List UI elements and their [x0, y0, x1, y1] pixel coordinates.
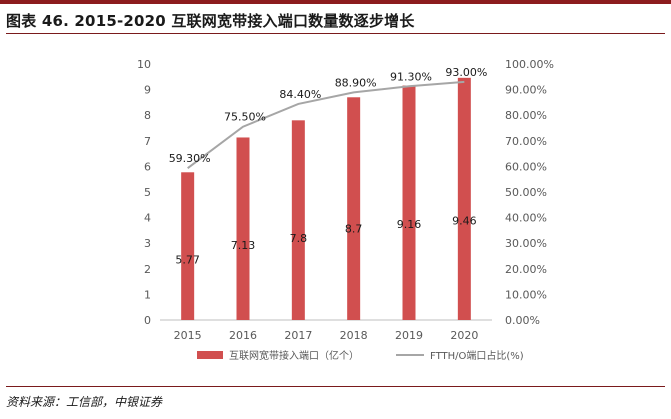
- bar-value-label: 8.7: [345, 223, 363, 236]
- right-tick-label: 0.00%: [505, 314, 540, 327]
- left-tick-label: 5: [144, 186, 151, 199]
- x-tick-label: 2015: [174, 329, 202, 342]
- line-value-label: 59.30%: [169, 152, 211, 165]
- left-tick-label: 6: [144, 160, 151, 173]
- bar-2018: [347, 97, 361, 320]
- left-tick-label: 7: [144, 135, 151, 148]
- right-tick-label: 40.00%: [505, 212, 547, 225]
- x-axis-ticks: 2015 2016 2017 2018 2019 2020: [174, 329, 479, 342]
- figure-title: 图表 46. 2015-2020 互联网宽带接入端口数量数逐步增长: [6, 12, 415, 30]
- left-tick-label: 10: [137, 58, 151, 71]
- left-axis-ticks: 0 1 2 3 4 5 6 7 8 9 10: [137, 58, 151, 327]
- top-rule: [0, 0, 671, 4]
- legend-line-label: FTTH/O端口占比(%): [430, 349, 524, 362]
- x-tick-label: 2019: [395, 329, 423, 342]
- left-tick-label: 3: [144, 237, 151, 250]
- right-tick-label: 30.00%: [505, 237, 547, 250]
- line-value-label: 84.40%: [279, 88, 321, 101]
- x-tick-label: 2017: [284, 329, 312, 342]
- legend-bar-label: 互联网宽带接入端口（亿个）: [229, 349, 359, 362]
- right-tick-label: 60.00%: [505, 160, 547, 173]
- x-tick-label: 2016: [229, 329, 257, 342]
- bar-value-label: 7.8: [290, 232, 308, 245]
- left-tick-label: 1: [144, 288, 151, 301]
- line-value-label: 91.30%: [390, 70, 432, 83]
- left-tick-label: 8: [144, 109, 151, 122]
- x-tick-label: 2020: [450, 329, 478, 342]
- title-rule: [6, 33, 665, 34]
- legend: 互联网宽带接入端口（亿个） FTTH/O端口占比(%): [197, 349, 524, 362]
- bar-value-label: 5.77: [175, 253, 200, 266]
- line-value-label: 93.00%: [445, 66, 487, 79]
- right-tick-label: 100.00%: [505, 58, 554, 71]
- right-tick-label: 80.00%: [505, 109, 547, 122]
- bar-2015: [181, 172, 195, 320]
- bar-2020: [457, 77, 471, 320]
- left-tick-label: 9: [144, 84, 151, 97]
- bar-labels: 5.77 7.13 7.8 8.7 9.16 9.46: [175, 215, 476, 267]
- right-tick-label: 20.00%: [505, 263, 547, 276]
- left-tick-label: 2: [144, 263, 151, 276]
- left-tick-label: 4: [144, 212, 151, 225]
- chart: 0 1 2 3 4 5 6 7 8 9 10 0.00% 10.00% 20.00% 30.00% 40.0…: [137, 58, 554, 362]
- line-value-label: 75.50%: [224, 111, 266, 124]
- right-axis-ticks: 0.00% 10.00% 20.00% 30.00% 40.00% 50.00% 60.00…: [505, 58, 554, 327]
- bottom-rule: [6, 386, 665, 387]
- bar-value-label: 9.16: [397, 218, 422, 231]
- line-labels: 59.30% 75.50% 84.40% 88.90% 91.30% 93.00%: [169, 66, 488, 165]
- bar-value-label: 7.13: [231, 239, 256, 252]
- bar-value-label: 9.46: [452, 215, 477, 228]
- source-note: 资料来源：工信部，中银证券: [6, 395, 163, 409]
- line-value-label: 88.90%: [335, 76, 377, 89]
- bar-2019: [402, 85, 416, 320]
- bar-2016: [236, 137, 250, 320]
- bars: [181, 77, 471, 320]
- left-tick-label: 0: [144, 314, 151, 327]
- x-tick-label: 2018: [340, 329, 368, 342]
- legend-bar-swatch: [197, 351, 223, 359]
- right-tick-label: 50.00%: [505, 186, 547, 199]
- bar-2017: [291, 120, 305, 320]
- ftth-line: [187, 80, 465, 169]
- right-tick-label: 90.00%: [505, 84, 547, 97]
- right-tick-label: 10.00%: [505, 288, 547, 301]
- right-tick-label: 70.00%: [505, 135, 547, 148]
